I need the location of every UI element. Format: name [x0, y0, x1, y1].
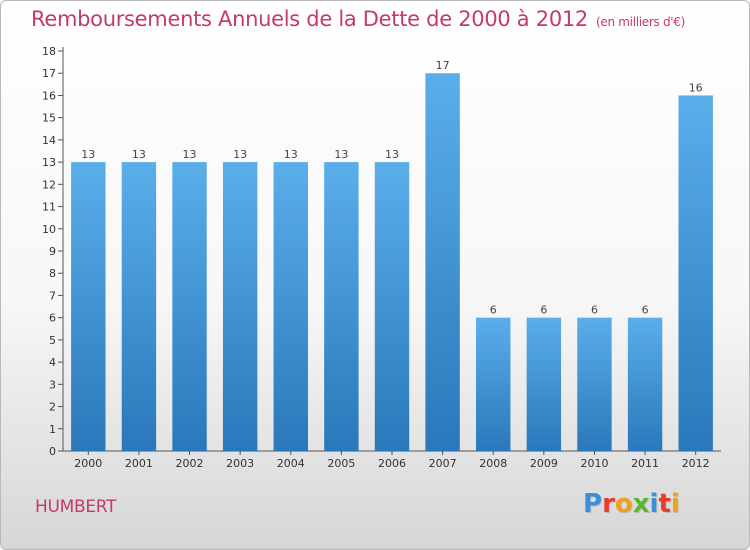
- data-label: 17: [436, 59, 450, 72]
- y-tick-label: 1: [49, 423, 56, 436]
- x-tick-label: 2005: [327, 457, 355, 470]
- data-label: 13: [284, 148, 298, 161]
- logo-letter: t: [658, 489, 671, 519]
- chart-unit: (en milliers d'€): [596, 15, 686, 29]
- bar: [172, 162, 207, 451]
- data-label: 13: [385, 148, 399, 161]
- labels: 2000 13 2001 13 2002 13 2003 13 2004 13 2005 13 2006…: [74, 59, 709, 470]
- chart-title-text: Remboursements Annuels de la Dette de 20…: [31, 7, 588, 31]
- y-tick-label: 11: [42, 201, 56, 214]
- bar: [71, 162, 106, 451]
- x-tick-label: 2008: [479, 457, 507, 470]
- bar: [324, 162, 359, 451]
- logo-letter: o: [614, 489, 633, 519]
- x-tick-label: 2006: [378, 457, 406, 470]
- y-tick-label: 5: [49, 334, 56, 347]
- x-tick-label: 2000: [74, 457, 102, 470]
- y-tick-label: 9: [49, 245, 56, 258]
- bar: [627, 317, 663, 451]
- logo-letter: x: [632, 489, 650, 519]
- logo-letter: r: [602, 489, 615, 519]
- data-label: 13: [132, 148, 146, 161]
- bar: [374, 162, 410, 451]
- x-tick-label: 2010: [580, 457, 608, 470]
- x-tick-label: 2001: [125, 457, 153, 470]
- data-label: 13: [233, 148, 247, 161]
- y-tick-label: 6: [49, 312, 56, 325]
- data-label: 6: [642, 304, 649, 317]
- proxiti-logo: Proxiti: [583, 489, 680, 519]
- data-label: 13: [183, 148, 197, 161]
- y-tick-label: 10: [42, 223, 56, 236]
- logo-letter: P: [583, 489, 603, 519]
- x-tick-label: 2007: [429, 457, 457, 470]
- x-tick-label: 2004: [277, 457, 305, 470]
- data-label: 6: [591, 304, 598, 317]
- bar: [425, 73, 460, 451]
- logo-letter: i: [670, 489, 680, 519]
- y-tick-label: 4: [49, 356, 56, 369]
- x-tick-label: 2011: [631, 457, 659, 470]
- y-tick-label: 2: [49, 401, 56, 414]
- logo-letter: i: [649, 489, 659, 519]
- data-label: 16: [689, 81, 703, 94]
- bar: [678, 95, 713, 451]
- data-label: 6: [540, 304, 547, 317]
- y-tick-label: 15: [42, 112, 56, 125]
- x-tick-label: 2009: [530, 457, 558, 470]
- y-tick-label: 0: [49, 445, 56, 458]
- x-tick-label: 2012: [682, 457, 710, 470]
- y-tick-label: 7: [49, 289, 56, 302]
- data-label: 6: [490, 304, 497, 317]
- y-tick-label: 17: [42, 67, 56, 80]
- x-tick-label: 2003: [226, 457, 254, 470]
- data-label: 13: [334, 148, 348, 161]
- y-tick-label: 13: [42, 156, 56, 169]
- x-tick-label: 2002: [176, 457, 204, 470]
- bar: [526, 317, 562, 451]
- bar: [121, 162, 157, 451]
- y-tick-label: 12: [42, 178, 56, 191]
- data-label: 13: [81, 148, 95, 161]
- y-tick-label: 14: [42, 134, 56, 147]
- bar: [273, 162, 308, 451]
- bars: [71, 73, 713, 451]
- bar: [577, 317, 612, 451]
- bar: [222, 162, 258, 451]
- y-tick-label: 16: [42, 89, 56, 102]
- y-tick-label: 3: [49, 378, 56, 391]
- y-tick-label: 8: [49, 267, 56, 280]
- y-tick-label: 18: [42, 45, 56, 58]
- town-name: HUMBERT: [35, 497, 117, 517]
- bar: [476, 317, 511, 451]
- chart-title: Remboursements Annuels de la Dette de 20…: [31, 7, 685, 31]
